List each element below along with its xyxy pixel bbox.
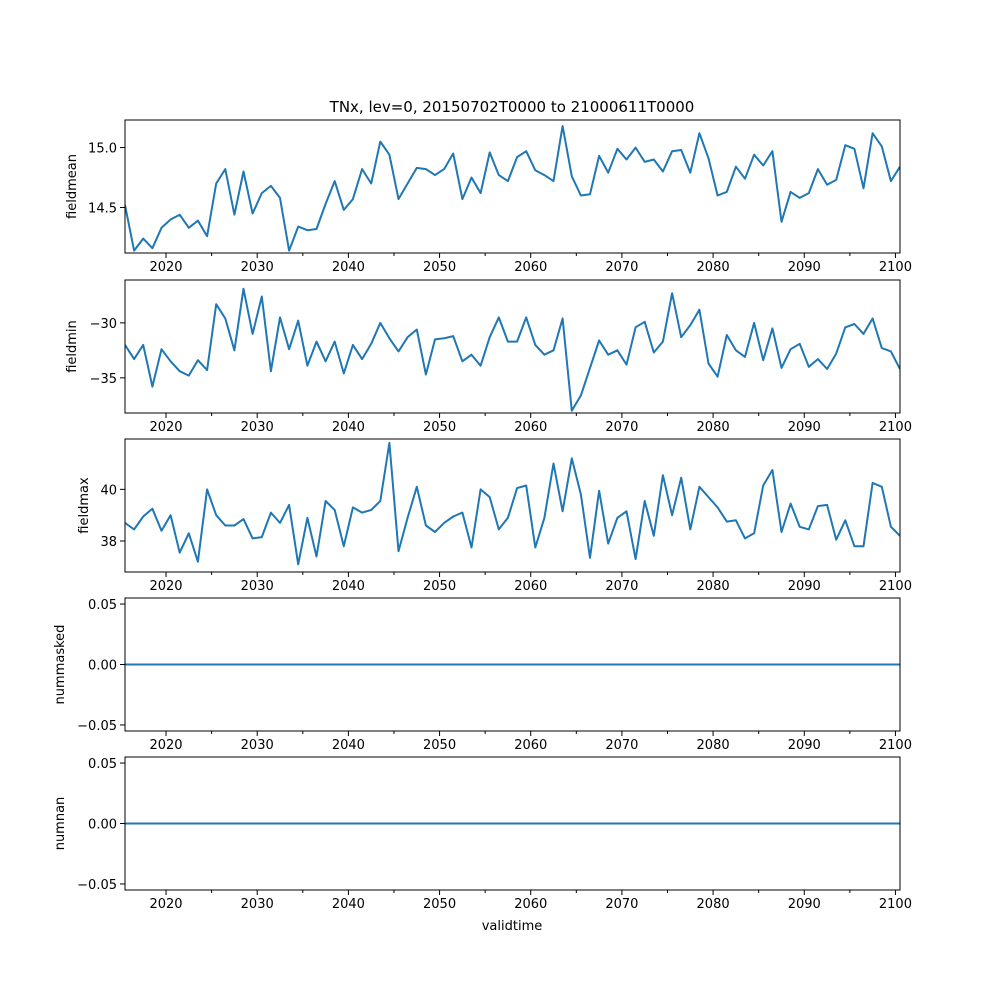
x-axis-label: validtime <box>482 919 543 934</box>
x-tick-label: 2060 <box>514 260 547 275</box>
x-tick-label: 2050 <box>423 738 456 753</box>
x-tick-label: 2080 <box>697 579 730 594</box>
x-tick-label: 2080 <box>697 260 730 275</box>
fieldmean-series-line <box>125 125 900 252</box>
y-tick-label: −0.05 <box>77 878 117 893</box>
fieldmax-y-axis-label: fieldmax <box>77 477 92 534</box>
x-tick-label: 2070 <box>605 579 638 594</box>
y-tick-label: −30 <box>90 317 117 332</box>
x-tick-label: 2070 <box>605 738 638 753</box>
fieldmin-series-line <box>125 287 900 412</box>
x-tick-label: 2100 <box>879 420 912 435</box>
x-tick-label: 2040 <box>332 420 365 435</box>
nummasked-y-axis-label: nummasked <box>53 625 68 705</box>
x-tick-label: 2050 <box>423 579 456 594</box>
x-tick-label: 2090 <box>788 260 821 275</box>
y-tick-label: −35 <box>90 372 117 387</box>
y-tick-label: 15.0 <box>88 142 117 157</box>
x-tick-label: 2050 <box>423 260 456 275</box>
fieldmean-axes-frame <box>124 119 901 254</box>
x-tick-label: 2060 <box>514 738 547 753</box>
subplot-fieldmax: 2020 2030 2040 2050 2060 2070 2080 2090 2100 38 40… <box>77 438 912 594</box>
x-tick-label: 2090 <box>788 897 821 912</box>
y-tick-label: −0.05 <box>77 719 117 734</box>
chart-title: TNx, lev=0, 20150702T0000 to 21000611T00… <box>329 98 695 116</box>
x-tick-label: 2070 <box>605 260 638 275</box>
x-tick-label: 2040 <box>332 897 365 912</box>
x-tick-label: 2030 <box>241 579 274 594</box>
x-tick-label: 2060 <box>514 420 547 435</box>
x-tick-label: 2070 <box>605 897 638 912</box>
fieldmax-axes-frame <box>124 438 901 573</box>
x-tick-label: 2030 <box>241 420 274 435</box>
y-tick-label: 40 <box>100 483 117 498</box>
y-tick-label: 0.05 <box>88 598 117 613</box>
subplot-fieldmin: 2020 2030 2040 2050 2060 2070 2080 2090 2100 −35 −… <box>65 279 912 435</box>
x-tick-label: 2100 <box>879 579 912 594</box>
fieldmin-axes-frame <box>124 279 901 414</box>
y-tick-label: 0.00 <box>88 818 117 833</box>
x-tick-label: 2100 <box>879 738 912 753</box>
fieldmin-y-axis-label: fieldmin <box>65 320 80 373</box>
x-tick-label: 2050 <box>423 897 456 912</box>
x-tick-label: 2020 <box>149 420 182 435</box>
x-tick-label: 2070 <box>605 420 638 435</box>
x-tick-label: 2020 <box>149 579 182 594</box>
x-tick-label: 2030 <box>241 260 274 275</box>
x-tick-label: 2090 <box>788 579 821 594</box>
x-tick-label: 2020 <box>149 897 182 912</box>
y-tick-label: 14.5 <box>88 201 117 216</box>
subplot-nummasked: 2020 2030 2040 2050 2060 2070 2080 2090 2100 −0.0… <box>53 597 912 753</box>
numnan-y-axis-label: numnan <box>53 797 68 851</box>
x-tick-label: 2040 <box>332 738 365 753</box>
x-tick-label: 2060 <box>514 579 547 594</box>
y-tick-label: 0.05 <box>88 757 117 772</box>
x-tick-label: 2080 <box>697 897 730 912</box>
x-tick-label: 2090 <box>788 738 821 753</box>
x-tick-label: 2030 <box>241 738 274 753</box>
x-tick-label: 2100 <box>879 260 912 275</box>
x-tick-label: 2020 <box>149 260 182 275</box>
x-tick-label: 2040 <box>332 579 365 594</box>
x-tick-label: 2100 <box>879 897 912 912</box>
x-tick-label: 2040 <box>332 260 365 275</box>
subplot-fieldmean: 2020 2030 2040 2050 2060 2070 2080 2090 2100 14.5… <box>65 119 912 275</box>
x-tick-label: 2030 <box>241 897 274 912</box>
fieldmax-series-line <box>125 441 900 566</box>
x-tick-label: 2080 <box>697 738 730 753</box>
x-tick-label: 2050 <box>423 420 456 435</box>
subplot-numnan: 2020 2030 2040 2050 2060 2070 2080 2090 2100 −0.0… <box>53 756 912 912</box>
x-tick-label: 2020 <box>149 738 182 753</box>
subplots: 2020 2030 2040 2050 2060 2070 2080 2090 2100 14.5… <box>53 119 912 912</box>
x-tick-label: 2080 <box>697 420 730 435</box>
y-tick-label: 0.00 <box>88 659 117 674</box>
y-tick-label: 38 <box>100 535 117 550</box>
x-tick-label: 2060 <box>514 897 547 912</box>
fieldmean-y-axis-label: fieldmean <box>65 154 80 219</box>
x-tick-label: 2090 <box>788 420 821 435</box>
